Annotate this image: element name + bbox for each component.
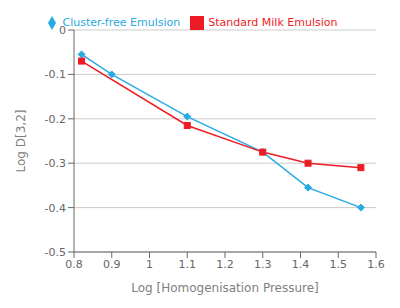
svg-text:1: 1 <box>146 258 153 271</box>
svg-text:Log [Homogenisation Pressure]: Log [Homogenisation Pressure] <box>131 281 319 295</box>
svg-text:-0.2: -0.2 <box>45 113 66 126</box>
svg-text:1.2: 1.2 <box>216 258 234 271</box>
svg-text:0: 0 <box>59 24 66 37</box>
html-text:Standard Milk Emulsion: Standard Milk Emulsion <box>208 16 338 29</box>
svg-text:-0.5: -0.5 <box>45 246 66 259</box>
svg-text:0.8: 0.8 <box>65 258 83 271</box>
svg-text:-0.3: -0.3 <box>45 157 66 170</box>
html-text:Cluster-free Emulsion: Cluster-free Emulsion <box>62 16 181 29</box>
svg-text:-0.1: -0.1 <box>45 68 66 81</box>
svg-text:1.5: 1.5 <box>330 258 348 271</box>
svg-text:1.3: 1.3 <box>254 258 272 271</box>
svg-text:Log D[3,2]: Log D[3,2] <box>14 110 28 173</box>
svg-text:1.6: 1.6 <box>367 258 385 271</box>
svg-text:0.9: 0.9 <box>103 258 121 271</box>
svg-text:-0.4: -0.4 <box>45 202 66 215</box>
svg-text:1.4: 1.4 <box>292 258 310 271</box>
svg-text:1.1: 1.1 <box>179 258 197 271</box>
